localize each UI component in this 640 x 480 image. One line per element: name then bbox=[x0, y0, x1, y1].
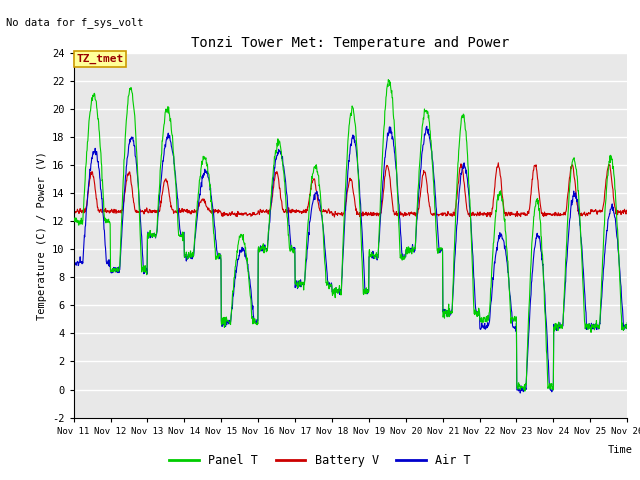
Text: TZ_tmet: TZ_tmet bbox=[76, 54, 124, 64]
Text: No data for f_sys_volt: No data for f_sys_volt bbox=[6, 17, 144, 28]
Title: Tonzi Tower Met: Temperature and Power: Tonzi Tower Met: Temperature and Power bbox=[191, 36, 509, 50]
Legend: Panel T, Battery V, Air T: Panel T, Battery V, Air T bbox=[164, 449, 476, 472]
X-axis label: Time: Time bbox=[608, 445, 633, 455]
Y-axis label: Temperature (C) / Power (V): Temperature (C) / Power (V) bbox=[36, 151, 47, 320]
